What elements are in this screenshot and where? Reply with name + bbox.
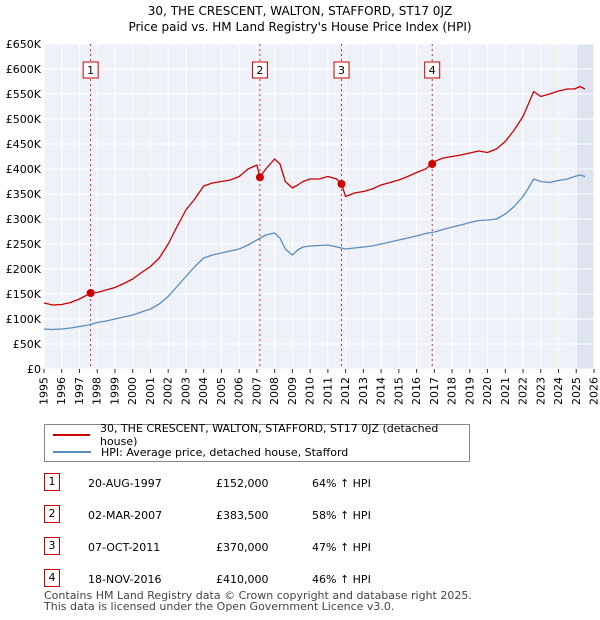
- x-tick-label: 2021: [499, 377, 512, 405]
- x-tick-label: 1995: [38, 377, 51, 405]
- x-tick-label: 2001: [144, 377, 157, 405]
- footer-copyright: Contains HM Land Registry data © Crown c…: [44, 589, 472, 602]
- transaction-hpi-change: 58% ↑ HPI: [312, 509, 371, 522]
- transaction-number-badge: 4: [44, 569, 60, 587]
- x-tick-label: 2012: [339, 377, 352, 405]
- transaction-hpi-change: 46% ↑ HPI: [312, 573, 371, 586]
- transaction-date: 18-NOV-2016: [88, 573, 162, 586]
- x-tick-label: 1998: [91, 377, 104, 405]
- transaction-price: £410,000: [216, 573, 269, 586]
- transaction-date: 07-OCT-2011: [88, 541, 161, 554]
- transaction-row: 2 02-MAR-2007 £383,500 58% ↑ HPI: [44, 505, 564, 525]
- footer-licence: This data is licensed under the Open Gov…: [44, 600, 395, 613]
- transaction-price: £152,000: [216, 477, 269, 490]
- x-tick-label: 2000: [126, 377, 139, 405]
- price-chart: £0 £50K £100K £150K £200K £250K £300K £350K £400…: [6, 38, 600, 405]
- y-tick-label: £100K: [6, 313, 42, 326]
- x-tick-label: 2004: [197, 377, 210, 405]
- x-tick-label: 2020: [481, 377, 494, 405]
- x-tick-label: 2025: [570, 377, 583, 405]
- legend-label-hpi: HPI: Average price, detached house, Staf…: [101, 445, 349, 459]
- x-tick-label: 2014: [375, 377, 388, 405]
- x-tick-label: 2013: [357, 377, 370, 405]
- transaction-number-badge: 3: [44, 537, 60, 555]
- x-tick-label: 2024: [552, 377, 565, 405]
- sale-point: [337, 180, 346, 188]
- x-tick-label: 2010: [304, 377, 317, 405]
- sale-marker-box: [82, 61, 99, 79]
- y-tick-label: £600K: [6, 63, 42, 76]
- sale-marker-label: 2: [256, 64, 263, 77]
- sale-point: [86, 289, 95, 297]
- footer-attribution: Contains HM Land Registry data © Crown c…: [44, 590, 472, 612]
- transaction-price: £383,500: [216, 509, 269, 522]
- x-tick-label: 2008: [268, 377, 281, 405]
- transaction-row: 1 20-AUG-1997 £152,000 64% ↑ HPI: [44, 473, 564, 493]
- y-tick-label: £0: [27, 363, 41, 376]
- projection-region: [576, 44, 594, 369]
- legend-item-property: 30, THE CRESCENT, WALTON, STAFFORD, ST17…: [53, 422, 469, 448]
- y-tick-label: £650K: [6, 38, 42, 51]
- chart-legend: 30, THE CRESCENT, WALTON, STAFFORD, ST17…: [44, 422, 470, 462]
- transaction-row: 4 18-NOV-2016 £410,000 46% ↑ HPI: [44, 569, 564, 589]
- y-tick-label: £250K: [6, 238, 42, 251]
- y-tick-label: £300K: [6, 213, 42, 226]
- x-tick-label: 2005: [215, 377, 228, 405]
- y-tick-label: £500K: [6, 113, 42, 126]
- plot-area: [44, 44, 594, 369]
- x-tick-label: 2015: [392, 377, 405, 405]
- sale-marker-box: [424, 61, 441, 79]
- sale-marker-box: [251, 61, 268, 79]
- transaction-hpi-change: 64% ↑ HPI: [312, 477, 371, 490]
- y-tick-label: £150K: [6, 288, 42, 301]
- x-tick-label: 2007: [250, 377, 263, 405]
- x-tick-label: 2022: [517, 377, 530, 405]
- x-tick-label: 2016: [410, 377, 423, 405]
- x-tick-label: 2026: [588, 377, 600, 405]
- x-tick-label: 1996: [55, 377, 68, 405]
- legend-swatch-property: [53, 434, 90, 436]
- sale-point: [428, 160, 437, 168]
- transaction-number-badge: 2: [44, 505, 60, 523]
- transaction-number-badge: 1: [44, 473, 60, 491]
- y-tick-label: £550K: [6, 88, 42, 101]
- legend-item-hpi: HPI: Average price, detached house, Staf…: [53, 444, 348, 460]
- y-tick-label: £50K: [13, 338, 42, 351]
- x-tick-label: 2006: [233, 377, 246, 405]
- transaction-hpi-change: 47% ↑ HPI: [312, 541, 371, 554]
- property-price-line: [43, 85, 586, 306]
- y-tick-label: £450K: [6, 138, 42, 151]
- sale-point: [255, 173, 264, 182]
- sale-marker-box: [333, 61, 350, 79]
- x-tick-label: 2002: [162, 377, 175, 405]
- sale-marker-label: 3: [338, 64, 345, 77]
- x-tick-label: 2019: [463, 377, 476, 405]
- x-tick-label: 2018: [446, 377, 459, 405]
- legend-swatch-hpi: [53, 451, 91, 453]
- sale-marker-label: 1: [87, 64, 94, 77]
- x-tick-label: 1997: [73, 377, 86, 405]
- y-tick-label: £350K: [6, 188, 42, 201]
- transaction-date: 02-MAR-2007: [88, 509, 163, 522]
- x-tick-label: 2011: [321, 377, 334, 405]
- x-tick-label: 2003: [179, 377, 192, 405]
- sale-marker-label: 4: [429, 64, 436, 77]
- y-tick-label: £400K: [6, 163, 42, 176]
- transaction-price: £370,000: [216, 541, 269, 554]
- x-tick-label: 2023: [534, 377, 547, 405]
- x-tick-label: 1999: [108, 377, 121, 405]
- chart-title-line-2: Price paid vs. HM Land Registry's House …: [128, 20, 472, 34]
- transaction-row: 3 07-OCT-2011 £370,000 47% ↑ HPI: [44, 537, 564, 557]
- hpi-line: [43, 174, 586, 331]
- chart-title-line-1: 30, THE CRESCENT, WALTON, STAFFORD, ST17…: [147, 4, 453, 18]
- transaction-date: 20-AUG-1997: [88, 477, 162, 490]
- legend-label-property: 30, THE CRESCENT, WALTON, STAFFORD, ST17…: [99, 422, 439, 448]
- x-tick-label: 2017: [428, 377, 441, 405]
- x-tick-label: 2009: [286, 377, 299, 405]
- y-tick-label: £200K: [6, 263, 42, 276]
